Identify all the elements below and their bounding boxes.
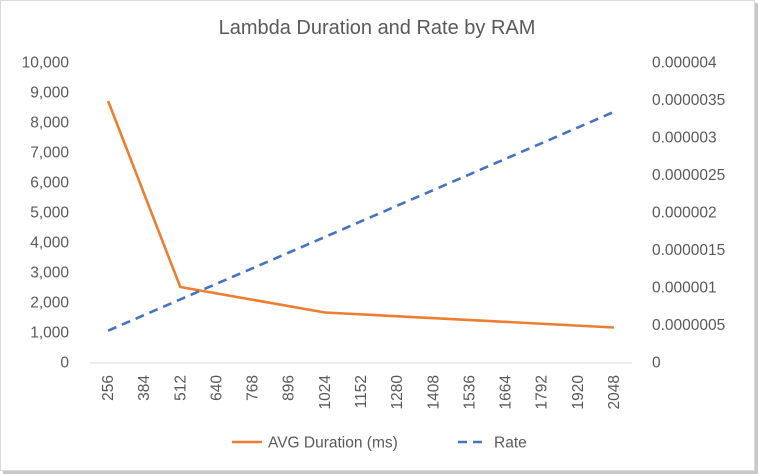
right-tick-label: 0 — [652, 355, 661, 372]
right-tick-label: 0.000004 — [652, 55, 717, 72]
right-tick-label: 0.000002 — [652, 205, 717, 222]
right-tick-label: 0.0000025 — [652, 167, 725, 184]
x-tick-label: 768 — [245, 375, 262, 401]
right-tick-label: 0.000001 — [652, 280, 717, 297]
legend: AVG Duration (ms) Rate — [232, 435, 527, 452]
right-tick-label: 0.0000035 — [652, 92, 725, 109]
left-tick-label: 5,000 — [30, 205, 69, 222]
x-tick-label: 384 — [136, 375, 153, 401]
right-axis-ticks: 0 0.0000005 0.000001 0.0000015 0.000002 0.000… — [652, 55, 725, 372]
x-tick-label: 1664 — [498, 375, 515, 410]
x-tick-label: 1024 — [317, 375, 334, 410]
rate-series-line — [107, 110, 615, 332]
left-tick-label: 3,000 — [30, 265, 69, 282]
chart-title: Lambda Duration and Rate by RAM — [219, 17, 536, 39]
x-tick-label: 256 — [100, 375, 117, 401]
x-tick-label: 1280 — [389, 375, 406, 410]
x-tick-label: 1408 — [425, 375, 442, 409]
left-tick-label: 10,000 — [22, 55, 70, 72]
x-tick-label: 1536 — [461, 375, 478, 409]
x-tick-label: 640 — [208, 375, 225, 401]
x-tick-label: 2048 — [606, 375, 623, 409]
left-tick-label: 7,000 — [30, 145, 69, 162]
x-axis-ticks: 256 384 512 640 768 896 1024 1152 1280 1408 1536 16… — [100, 375, 623, 410]
left-tick-label: 1,000 — [30, 325, 69, 342]
left-tick-label: 6,000 — [30, 175, 69, 192]
right-tick-label: 0.0000015 — [652, 242, 725, 259]
legend-label: AVG Duration (ms) — [268, 435, 398, 452]
left-tick-label: 2,000 — [30, 295, 69, 312]
left-axis-ticks: 0 1,000 2,000 3,000 4,000 5,000 6,000 7,000 8,00… — [22, 55, 70, 372]
left-tick-label: 0 — [60, 355, 69, 372]
right-tick-label: 0.000003 — [652, 130, 717, 147]
x-tick-label: 512 — [172, 375, 189, 401]
duration-series-line — [106, 100, 614, 329]
right-tick-label: 0.0000005 — [652, 317, 725, 334]
left-tick-label: 9,000 — [30, 85, 69, 102]
left-tick-label: 4,000 — [30, 235, 69, 252]
legend-label: Rate — [494, 435, 527, 452]
x-tick-label: 896 — [281, 375, 298, 401]
x-tick-label: 1792 — [534, 375, 551, 409]
left-tick-label: 8,000 — [30, 115, 69, 132]
series-lines — [106, 100, 615, 332]
x-tick-label: 1920 — [570, 375, 587, 410]
x-tick-label: 1152 — [353, 375, 370, 408]
